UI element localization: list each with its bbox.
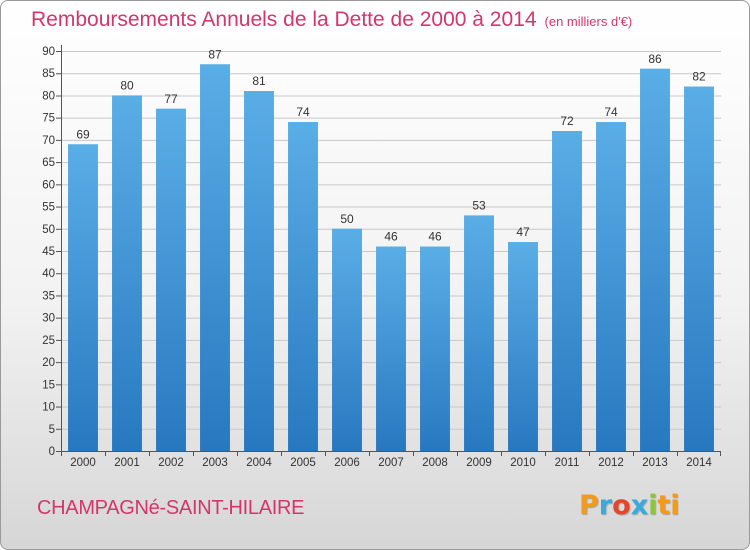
bar-top-highlight bbox=[332, 228, 362, 231]
logo-letter: i bbox=[670, 490, 680, 521]
logo-letter: r bbox=[598, 490, 613, 521]
bar-top-highlight bbox=[552, 131, 582, 133]
bar bbox=[684, 86, 714, 452]
y-tick-label: 5 bbox=[49, 424, 55, 436]
x-tick-label: 2007 bbox=[378, 457, 404, 469]
chart-title-text: Remboursements Annuels de la Dette de 20… bbox=[31, 8, 537, 31]
x-tick-label: 2000 bbox=[70, 457, 96, 469]
bars: 69 80 77 87 81 74 50 46 46 53 47 72 74 86 82 bbox=[68, 47, 714, 452]
bar bbox=[552, 131, 582, 451]
bar-top-highlight bbox=[68, 144, 98, 147]
y-tick-label: 70 bbox=[42, 135, 55, 147]
x-tick-label: 2006 bbox=[334, 457, 360, 469]
x-tick-label: 2013 bbox=[642, 457, 668, 469]
bar bbox=[420, 246, 450, 451]
bar-top-highlight bbox=[420, 246, 450, 249]
bar bbox=[376, 246, 406, 451]
x-tick-label: 2008 bbox=[422, 457, 448, 469]
data-label: 81 bbox=[252, 74, 266, 88]
y-tick-label: 80 bbox=[42, 90, 55, 102]
bar-top-highlight bbox=[112, 95, 142, 98]
bar bbox=[200, 64, 230, 452]
data-label: 80 bbox=[120, 78, 134, 92]
data-label: 69 bbox=[76, 127, 90, 141]
y-tick-label: 30 bbox=[42, 313, 55, 325]
y-tick-label: 90 bbox=[42, 46, 55, 58]
y-tick-label: 75 bbox=[42, 113, 55, 125]
bar bbox=[332, 228, 362, 451]
x-tick-label: 2014 bbox=[686, 457, 712, 469]
data-label: 74 bbox=[296, 105, 310, 119]
y-tick-label: 65 bbox=[42, 157, 55, 169]
bar-top-highlight bbox=[684, 86, 714, 89]
x-tick-label: 2003 bbox=[202, 457, 228, 469]
x-tick-label: 2001 bbox=[114, 457, 140, 469]
bar-top-highlight bbox=[508, 242, 538, 245]
logo-letter: x bbox=[630, 490, 649, 521]
logo-letter: o bbox=[612, 490, 631, 521]
bar bbox=[464, 215, 494, 451]
bar-top-highlight bbox=[464, 215, 494, 218]
bar-top-highlight bbox=[596, 122, 626, 125]
bar bbox=[244, 91, 274, 451]
bar bbox=[112, 95, 142, 451]
bar bbox=[508, 242, 538, 451]
y-tick-label: 25 bbox=[42, 335, 55, 347]
data-label: 46 bbox=[384, 230, 398, 244]
y-tick-label: 35 bbox=[42, 290, 55, 302]
logo-letter: t bbox=[657, 490, 671, 521]
axes: 0 5 10 15 20 25 30 35 40 45 50 55 60 65 70 75 80 85 90 2000… bbox=[42, 45, 721, 469]
data-label: 86 bbox=[648, 52, 662, 66]
data-label: 53 bbox=[472, 198, 486, 212]
bar-top-highlight bbox=[200, 64, 230, 67]
logo-letter: i bbox=[648, 490, 658, 521]
bar bbox=[68, 144, 98, 452]
data-label: 47 bbox=[516, 225, 530, 239]
bar bbox=[288, 122, 318, 451]
data-label: 72 bbox=[560, 114, 574, 128]
y-tick-label: 40 bbox=[42, 268, 55, 280]
bar bbox=[156, 108, 186, 452]
bar-top-highlight bbox=[640, 68, 670, 71]
y-tick-label: 15 bbox=[42, 379, 55, 391]
y-tick-label: 45 bbox=[42, 246, 55, 258]
bar bbox=[596, 122, 626, 451]
data-label: 77 bbox=[164, 92, 178, 106]
x-tick-label: 2012 bbox=[598, 457, 624, 469]
unit-label: (en milliers d'€) bbox=[544, 14, 633, 29]
x-tick-label: 2009 bbox=[466, 457, 492, 469]
bar-top-highlight bbox=[376, 246, 406, 249]
bar-top-highlight bbox=[288, 122, 318, 125]
y-tick-label: 10 bbox=[42, 402, 55, 414]
x-tick-label: 2005 bbox=[290, 457, 316, 469]
y-tick-label: 60 bbox=[42, 179, 55, 191]
y-tick-label: 55 bbox=[42, 202, 55, 214]
data-label: 50 bbox=[340, 212, 354, 226]
x-tick-label: 2002 bbox=[158, 457, 184, 469]
y-tick-label: 85 bbox=[42, 68, 55, 80]
data-label: 74 bbox=[604, 105, 618, 119]
y-tick-label: 20 bbox=[42, 357, 55, 369]
x-tick-label: 2004 bbox=[246, 457, 272, 469]
y-tick-label: 50 bbox=[42, 224, 55, 236]
data-label: 46 bbox=[428, 230, 442, 244]
proxiti-logo[interactable]: Proxiti bbox=[579, 490, 680, 521]
data-label: 87 bbox=[208, 47, 222, 61]
chart-title: Remboursements Annuels de la Dette de 20… bbox=[31, 8, 632, 32]
logo-letter: P bbox=[579, 490, 599, 521]
x-tick-label: 2010 bbox=[510, 457, 536, 469]
y-tick-label: 0 bbox=[49, 446, 55, 458]
commune-name: CHAMPAGNé-SAINT-HILAIRE bbox=[37, 497, 305, 519]
bar bbox=[640, 68, 670, 452]
bar-top-highlight bbox=[244, 91, 274, 93]
x-tick-label: 2011 bbox=[555, 457, 580, 469]
data-label: 82 bbox=[692, 70, 706, 84]
bar-top-highlight bbox=[156, 108, 186, 111]
